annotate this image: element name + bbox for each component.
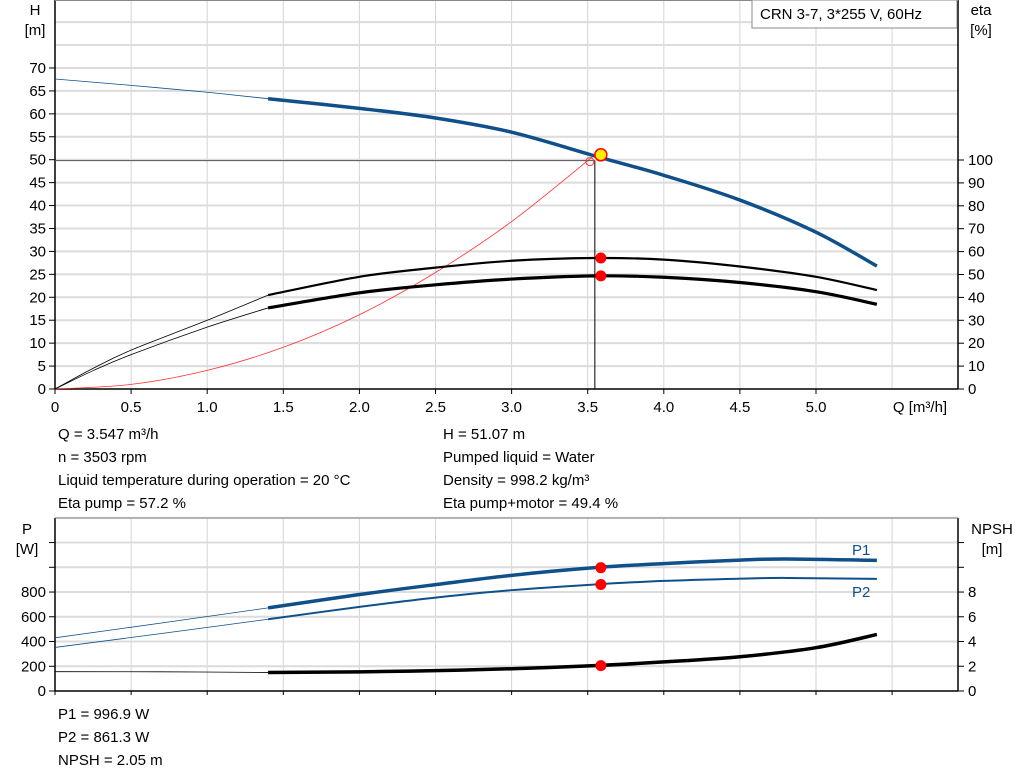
eta-pump-motor-point bbox=[595, 270, 607, 282]
eta-tick-label: 50 bbox=[968, 267, 985, 284]
p1-label: P1 bbox=[852, 542, 870, 559]
info-eta-pump: Eta pump = 57.2 % bbox=[58, 495, 186, 512]
p2-point bbox=[595, 578, 607, 590]
h-tick-label: 50 bbox=[29, 152, 46, 169]
q-tick-label: 3.0 bbox=[501, 399, 522, 416]
h-tick-label: 20 bbox=[29, 289, 46, 306]
eta-pump-curve bbox=[267, 256, 878, 297]
q-tick-label: 1.5 bbox=[273, 399, 294, 416]
eta-pump-curve-extrapolated bbox=[54, 294, 269, 390]
info-top-right: H = 51.07 m Pumped liquid = Water Densit… bbox=[443, 423, 618, 515]
q-tick-label: 2.5 bbox=[425, 399, 446, 416]
q-tick-label: 1.0 bbox=[197, 399, 218, 416]
q-axis-label: Q [m³/h] bbox=[893, 399, 947, 416]
info-n: n = 3503 rpm bbox=[58, 449, 147, 466]
eta-tick-label: 60 bbox=[968, 244, 985, 261]
info-bottom: P1 = 996.9 W P2 = 861.3 W NPSH = 2.05 m bbox=[58, 703, 163, 772]
info-top-left: Q = 3.547 m³/h n = 3503 rpm Liquid tempe… bbox=[58, 423, 350, 515]
p-axis-label: P bbox=[22, 521, 32, 538]
h-tick-label: 70 bbox=[29, 60, 46, 77]
h-tick-label: 60 bbox=[29, 106, 46, 123]
info-p1: P1 = 996.9 W bbox=[58, 706, 150, 723]
system-curve bbox=[54, 154, 596, 390]
q-tick-label: 0.5 bbox=[121, 399, 142, 416]
eta-axis-unit: [%] bbox=[970, 22, 992, 39]
p2-label: P2 bbox=[852, 584, 870, 601]
q-tick-label: 4.5 bbox=[729, 399, 750, 416]
p-tick-label: 0 bbox=[38, 683, 46, 700]
p-axis-unit: [W] bbox=[16, 541, 39, 558]
info-liquid: Pumped liquid = Water bbox=[443, 449, 595, 466]
p1-curve bbox=[267, 557, 877, 610]
npsh-tick-label: 0 bbox=[968, 683, 976, 700]
npsh-axis-label: NPSH bbox=[971, 521, 1013, 538]
title-box bbox=[751, 0, 958, 29]
system-point-marker bbox=[585, 157, 595, 167]
head-curve-extrapolated bbox=[54, 78, 269, 100]
info-p2: P2 = 861.3 W bbox=[58, 729, 150, 746]
h-tick-label: 35 bbox=[29, 220, 46, 237]
q-tick-label: 5.0 bbox=[806, 399, 827, 416]
p1-point bbox=[595, 562, 607, 574]
h-tick-label: 45 bbox=[29, 175, 46, 192]
info-h: H = 51.07 m bbox=[443, 426, 526, 443]
h-axis-unit: [m] bbox=[25, 22, 46, 39]
npsh-axis-unit: [m] bbox=[982, 541, 1003, 558]
title-text: CRN 3-7, 3*255 V, 60Hz bbox=[760, 6, 922, 23]
duty-point-marker bbox=[594, 148, 608, 162]
h-tick-label: 5 bbox=[38, 358, 46, 375]
q-tick-label: 0 bbox=[51, 399, 59, 416]
npsh-point bbox=[595, 660, 607, 672]
eta-tick-label: 80 bbox=[968, 198, 985, 215]
eta-tick-label: 20 bbox=[968, 335, 985, 352]
p-tick-label: 800 bbox=[21, 584, 46, 601]
eta-tick-label: 10 bbox=[968, 358, 985, 375]
eta-pump-motor-curve bbox=[267, 274, 878, 310]
eta-tick-label: 0 bbox=[968, 381, 976, 398]
h-tick-label: 55 bbox=[29, 129, 46, 146]
p-tick-label: 400 bbox=[21, 634, 46, 651]
npsh-tick-label: 8 bbox=[968, 584, 976, 601]
h-tick-label: 25 bbox=[29, 266, 46, 283]
q-tick-label: 4.0 bbox=[653, 399, 674, 416]
npsh-curve-extrapolated bbox=[54, 671, 269, 673]
eta-tick-label: 70 bbox=[968, 221, 985, 238]
h-tick-label: 65 bbox=[29, 83, 46, 100]
info-density: Density = 998.2 kg/m³ bbox=[443, 472, 590, 489]
p-tick-label: 200 bbox=[21, 658, 46, 675]
npsh-tick-label: 6 bbox=[968, 609, 976, 626]
npsh-tick-label: 2 bbox=[968, 658, 976, 675]
q-tick-label: 3.5 bbox=[577, 399, 598, 416]
info-npsh: NPSH = 2.05 m bbox=[58, 752, 163, 769]
npsh-curve bbox=[268, 632, 878, 675]
h-tick-label: 40 bbox=[29, 198, 46, 215]
npsh-tick-label: 4 bbox=[968, 634, 976, 651]
eta-tick-label: 30 bbox=[968, 312, 985, 329]
h-tick-label: 10 bbox=[29, 335, 46, 352]
info-temp: Liquid temperature during operation = 20… bbox=[58, 472, 351, 489]
eta-tick-label: 100 bbox=[968, 152, 993, 169]
eta-pump-motor-curve-extrapolated bbox=[54, 307, 269, 390]
info-q: Q = 3.547 m³/h bbox=[58, 426, 159, 443]
p2-curve-extrapolated bbox=[54, 618, 269, 648]
eta-tick-label: 40 bbox=[968, 289, 985, 306]
info-eta-total: Eta pump+motor = 49.4 % bbox=[443, 495, 619, 512]
eta-tick-label: 90 bbox=[968, 175, 985, 192]
eta-axis-label: eta bbox=[971, 2, 993, 19]
h-tick-label: 0 bbox=[38, 381, 46, 398]
eta-pump-point bbox=[595, 252, 607, 264]
h-tick-label: 15 bbox=[29, 312, 46, 329]
h-axis-label: H bbox=[30, 2, 41, 19]
q-tick-label: 2.0 bbox=[349, 399, 370, 416]
p2-curve bbox=[267, 576, 877, 621]
p1-curve-extrapolated bbox=[54, 607, 269, 639]
p-tick-label: 600 bbox=[21, 609, 46, 626]
h-tick-label: 30 bbox=[29, 243, 46, 260]
